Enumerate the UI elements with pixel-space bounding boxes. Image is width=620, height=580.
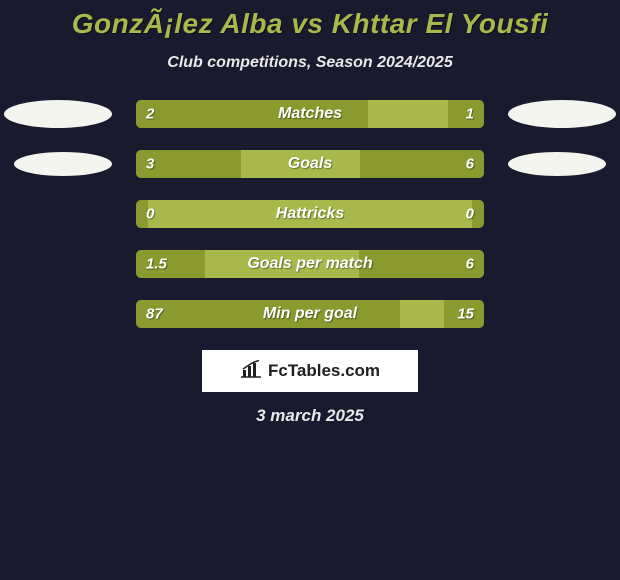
date-text: 3 march 2025 — [0, 406, 620, 426]
stat-bar: 87 Min per goal 15 — [136, 300, 484, 328]
stat-label: Goals per match — [247, 255, 372, 273]
page-title: GonzÃ¡lez Alba vs Khttar El Yousfi — [0, 8, 620, 40]
stat-row: 0 Hattricks 0 — [0, 200, 620, 228]
stat-bar: 0 Hattricks 0 — [136, 200, 484, 228]
stats-list: 2 Matches 1 3 Goals 6 0 Hattricks 0 1.5 Goals per … — [0, 100, 620, 328]
stat-row: 3 Goals 6 — [0, 150, 620, 178]
player-right-badge — [508, 100, 616, 128]
comparison-card: GonzÃ¡lez Alba vs Khttar El Yousfi Club … — [0, 0, 620, 426]
stat-value-right: 0 — [466, 206, 474, 223]
logo-text: FcTables.com — [268, 361, 380, 381]
stat-row: 87 Min per goal 15 — [0, 300, 620, 328]
stat-row: 1.5 Goals per match 6 — [0, 250, 620, 278]
stat-label: Matches — [278, 105, 342, 123]
stat-value-left: 3 — [146, 156, 154, 173]
stat-value-left: 87 — [146, 306, 163, 323]
stat-value-left: 2 — [146, 106, 154, 123]
player-right-badge — [508, 152, 606, 176]
bar-chart-icon — [240, 360, 262, 383]
stat-value-left: 0 — [146, 206, 154, 223]
stat-bar: 2 Matches 1 — [136, 100, 484, 128]
logo-box: FcTables.com — [202, 350, 418, 392]
stat-value-left: 1.5 — [146, 256, 167, 273]
stat-value-right: 1 — [466, 106, 474, 123]
stat-label: Goals — [288, 155, 332, 173]
stat-bar: 3 Goals 6 — [136, 150, 484, 178]
subtitle: Club competitions, Season 2024/2025 — [0, 54, 620, 72]
player-left-badge — [4, 100, 112, 128]
stat-value-right: 15 — [457, 306, 474, 323]
stat-label: Hattricks — [276, 205, 344, 223]
stat-row: 2 Matches 1 — [0, 100, 620, 128]
stat-value-right: 6 — [466, 156, 474, 173]
stat-value-right: 6 — [466, 256, 474, 273]
stat-label: Min per goal — [263, 305, 357, 323]
player-left-badge — [14, 152, 112, 176]
stat-bar: 1.5 Goals per match 6 — [136, 250, 484, 278]
